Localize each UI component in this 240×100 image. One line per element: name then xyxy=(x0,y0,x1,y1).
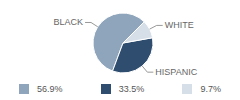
html-text:9.7%: 9.7% xyxy=(200,84,221,94)
svg-text:HISPANIC: HISPANIC xyxy=(155,67,197,77)
html-text:56.9%: 56.9% xyxy=(37,84,63,94)
svg-text:WHITE: WHITE xyxy=(165,20,194,30)
html-text:33.5%: 33.5% xyxy=(118,84,145,94)
svg-text:BLACK: BLACK xyxy=(54,17,84,27)
